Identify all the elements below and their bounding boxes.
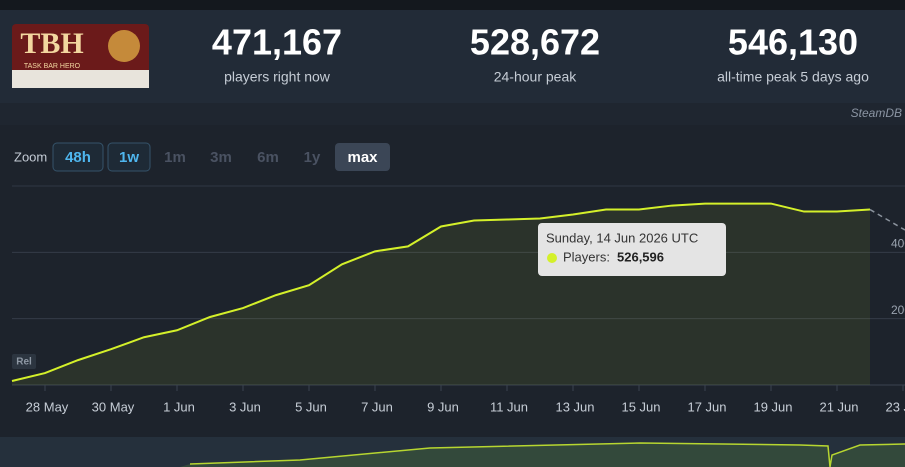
logo-title: TBH	[20, 27, 83, 60]
projection	[869, 208, 905, 231]
x-tick-label: 17 Jun	[687, 399, 726, 414]
x-tick-label: 3 Jun	[229, 399, 261, 414]
x-tick-label: 21 Jun	[819, 399, 858, 414]
x-tick-label: 13 Jun	[555, 399, 594, 414]
line	[11, 202, 871, 382]
zoom-button[interactable]	[52, 142, 104, 172]
badge: Rel	[16, 357, 32, 368]
x-tick-label: 1 Jun	[163, 399, 195, 414]
zoom-option[interactable]: 48h	[65, 149, 91, 166]
tooltip-label: Players:	[563, 249, 610, 264]
zoom-option[interactable]: 1y	[304, 149, 321, 166]
y-tick-label: 400k	[891, 237, 905, 251]
source: SteamDB	[851, 106, 902, 120]
tooltip-dot	[547, 253, 557, 263]
top-strip	[0, 0, 905, 10]
stat-label: 24-hour peak	[494, 69, 578, 85]
zoom-option[interactable]: 6m	[257, 149, 279, 166]
zoom-option[interactable]: 3m	[210, 149, 232, 166]
x-tick-label: 9 Jun	[427, 399, 459, 414]
zoom-label: Zoom	[14, 149, 47, 164]
x-tick-label: 23 Jun	[885, 399, 905, 414]
header-bg	[0, 10, 905, 103]
x-tick-label: 11 Jun	[490, 399, 528, 414]
logo-subtitle: TASK BAR HERO	[24, 63, 81, 70]
x-tick-label: 7 Jun	[361, 399, 393, 414]
y-tick-label: 200k	[891, 303, 905, 317]
source-bar	[0, 103, 905, 125]
stat-value: 471,167	[212, 22, 342, 63]
navigator-area	[180, 443, 905, 467]
zoom-option[interactable]: 1w	[119, 149, 139, 166]
x-tick-label: 28 May	[26, 399, 69, 414]
navigator-line	[189, 442, 905, 467]
logo-figure	[108, 30, 140, 62]
zoom-button[interactable]	[335, 143, 390, 171]
logo-strip	[12, 70, 149, 88]
stat-label: players right now	[224, 69, 331, 85]
stat-value: 528,672	[470, 22, 600, 63]
x-tick-label: 19 Jun	[753, 399, 792, 414]
tooltip	[538, 223, 726, 276]
stat-value: 546,130	[728, 22, 858, 63]
zoom-option[interactable]: max	[347, 149, 378, 166]
x-tick-label: 30 May	[92, 399, 135, 414]
tooltip-date: Sunday, 14 Jun 2026 UTC	[546, 230, 698, 245]
tooltip-value: 526,596	[617, 249, 664, 264]
zoom-option[interactable]: 1m	[164, 149, 186, 166]
x-tick-label: 5 Jun	[295, 399, 327, 414]
x-tick-label: 15 Jun	[621, 399, 660, 414]
badge-bg	[12, 354, 36, 369]
stat-label: all-time peak 5 days ago	[717, 69, 869, 85]
zoom-button[interactable]	[107, 142, 151, 172]
